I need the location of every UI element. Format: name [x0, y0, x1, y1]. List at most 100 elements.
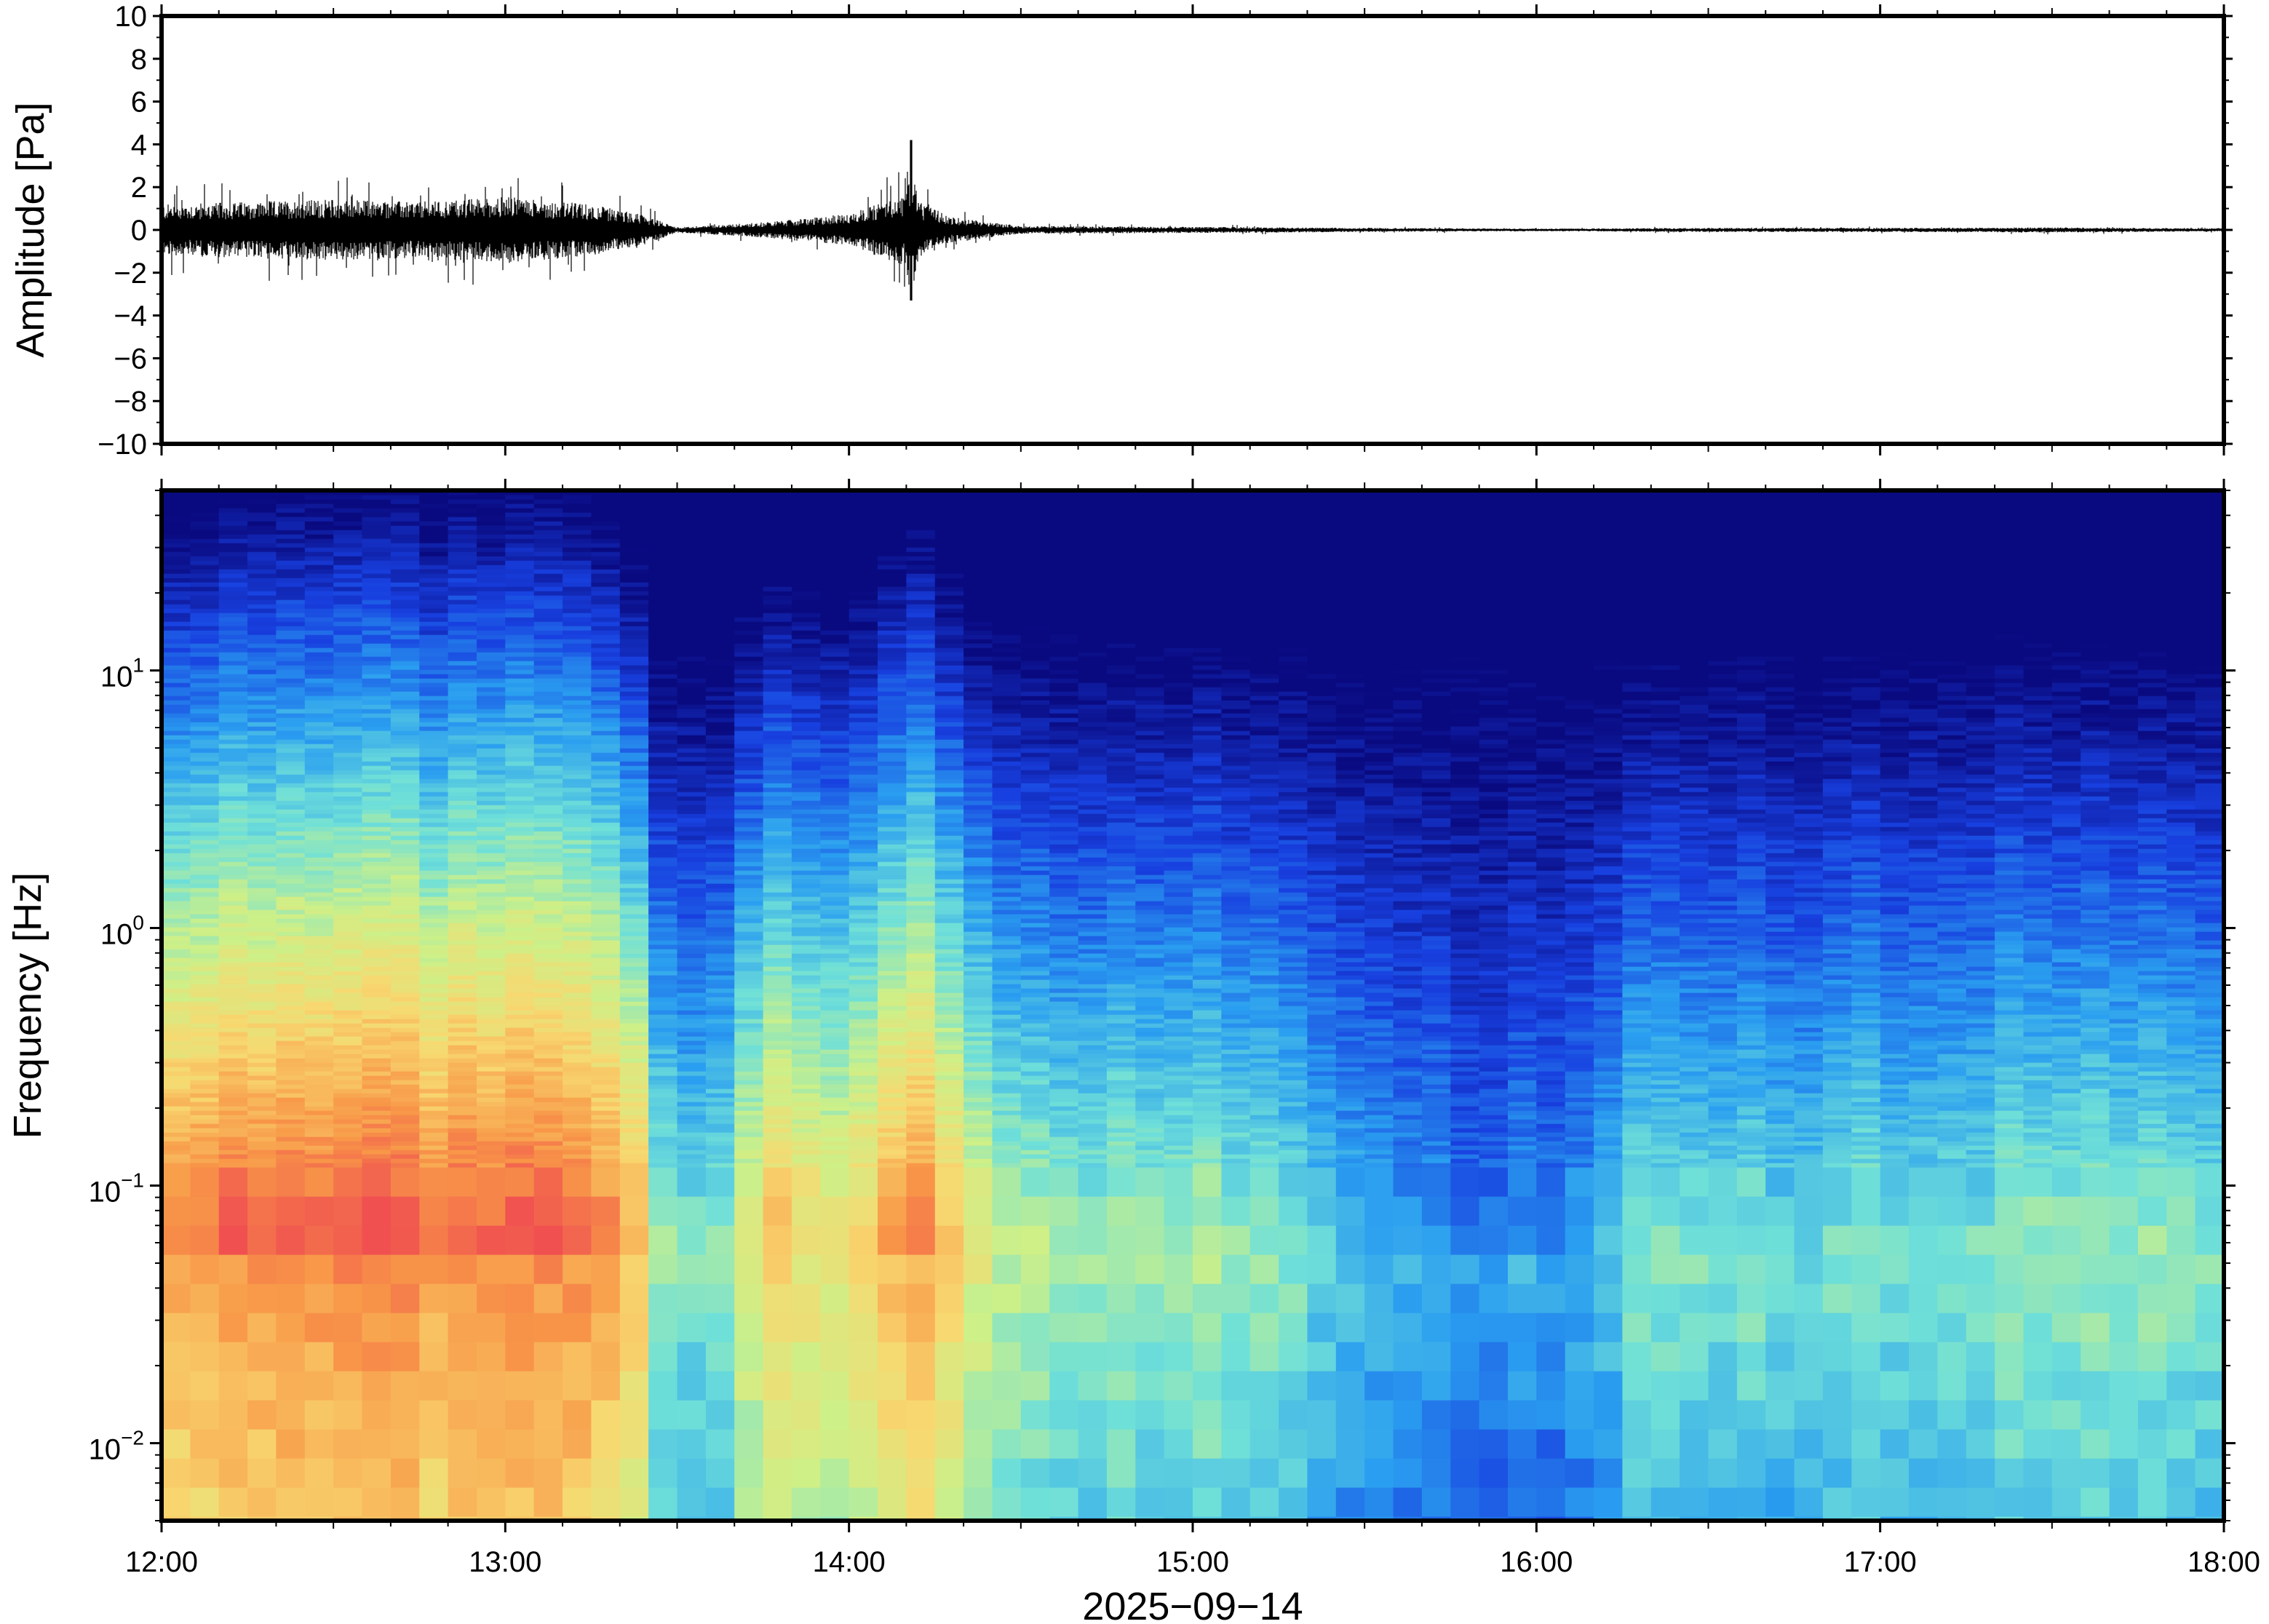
spectrogram-cell [190, 866, 220, 871]
spectrogram-cell [648, 835, 678, 840]
spectrogram-cell [906, 591, 936, 596]
spectrogram-cell [849, 748, 878, 753]
spectrogram-cell [934, 883, 964, 888]
spectrogram-cell [849, 534, 878, 539]
spectrogram-cell [878, 1058, 907, 1063]
spectrogram-cell [218, 1137, 248, 1142]
spectrogram-cell [791, 979, 822, 984]
spectrogram-cell [734, 639, 764, 644]
spectrogram-cell [734, 1054, 764, 1059]
spectrogram-cell [878, 783, 907, 788]
spectrogram-cell [477, 1010, 506, 1015]
spectrogram-cell [276, 1045, 306, 1050]
spectrogram-cell [477, 879, 506, 884]
spectrogram-cell [619, 966, 649, 971]
spectrogram-cell [849, 931, 878, 936]
spectrogram-cell [276, 822, 306, 827]
spectrogram-cell [390, 927, 421, 932]
spectrogram-cell [934, 1067, 964, 1072]
spectrogram-cell [820, 984, 850, 989]
spectrogram-cell [591, 652, 621, 657]
spectrogram-cell [390, 783, 421, 788]
spectrogram-cell [304, 490, 334, 495]
spectrogram-cell [390, 1371, 421, 1401]
spectrogram-cell [448, 835, 477, 840]
spectrogram-cell [448, 530, 477, 535]
spectrogram-cell [276, 565, 306, 570]
spectrogram-cell [591, 639, 621, 644]
spectrogram-cell [791, 840, 822, 845]
spectrogram-cell [162, 696, 191, 701]
spectrogram-cell [563, 918, 592, 923]
spectrogram-cell [963, 835, 993, 840]
spectrogram-cell [247, 547, 277, 552]
spectrogram-cell [934, 639, 964, 644]
spectrogram-cell [333, 508, 363, 513]
spectrogram-cell [505, 844, 535, 849]
spectrogram-cell [190, 1115, 220, 1120]
spectrogram-cell [533, 608, 563, 613]
spectrogram-cell [390, 1283, 421, 1313]
spectrogram-cell [763, 1040, 792, 1046]
spectrogram-cell [362, 992, 392, 998]
spectrogram-cell [419, 1027, 449, 1032]
spectrogram-cell [218, 656, 248, 661]
spectrogram-cell [333, 774, 363, 779]
spectrogram-cell [276, 556, 306, 561]
spectrogram-cell [619, 1080, 649, 1085]
spectrogram-cell [419, 1049, 449, 1054]
spectrogram-cell [791, 770, 822, 775]
spectrogram-cell [304, 586, 334, 592]
spectrogram-cell [362, 1145, 392, 1150]
spectrogram-cell [477, 1040, 506, 1046]
spectrogram-cell [304, 892, 334, 897]
spectrogram-cell [505, 787, 535, 792]
spectrogram-cell [333, 962, 363, 967]
spectrogram-cell [162, 787, 191, 792]
spectrogram-cell [591, 617, 621, 622]
spectrogram-cell [333, 1132, 363, 1137]
spectrogram-cell [162, 853, 191, 858]
spectrogram-cell [362, 648, 392, 653]
spectrogram-cell [791, 752, 822, 757]
spectrogram-cell [906, 979, 936, 984]
spectrogram-cell [247, 818, 277, 823]
spectrogram-cell [705, 1132, 736, 1137]
spectrogram-cell [276, 984, 306, 989]
spectrogram-cell [934, 927, 964, 932]
spectrogram-cell [906, 517, 936, 522]
spectrogram-cell [390, 844, 421, 849]
spectrogram-cell [734, 1058, 764, 1063]
spectrogram-cell [505, 779, 535, 784]
spectrogram-cell [791, 687, 822, 692]
spectrogram-cell [563, 639, 592, 644]
spectrogram-cell [533, 905, 563, 910]
spectrogram-cell [162, 613, 191, 618]
spectrogram-cell [705, 696, 736, 701]
spectrogram-cell [791, 626, 822, 631]
spectrogram-cell [190, 1036, 220, 1041]
spectrogram-cell [705, 962, 736, 967]
spectrogram-cell [791, 848, 822, 853]
spectrogram-cell [448, 1429, 477, 1459]
spectrogram-cell [218, 630, 248, 635]
spectrogram-cell [162, 1458, 191, 1488]
spectrogram-cell [849, 971, 878, 976]
spectrogram-cell [563, 1429, 592, 1459]
spectrogram-cell [878, 909, 907, 915]
spectrogram-cell [247, 1054, 277, 1059]
spectrogram-cell [333, 761, 363, 766]
spectrogram-cell [619, 1137, 649, 1142]
spectrogram-cell [276, 888, 306, 893]
spectrogram-cell [849, 809, 878, 814]
spectrogram-cell [791, 997, 822, 1002]
spectrogram-cell [563, 495, 592, 500]
spectrogram-cell [763, 870, 792, 875]
spectrogram-cell [448, 827, 477, 832]
spectrogram-cell [849, 1106, 878, 1111]
spectrogram-cell [390, 634, 421, 640]
spectrogram-cell [505, 1254, 535, 1284]
spectrogram-cell [362, 866, 392, 871]
spectrogram-cell [963, 621, 993, 626]
spectrogram-cell [705, 888, 736, 893]
